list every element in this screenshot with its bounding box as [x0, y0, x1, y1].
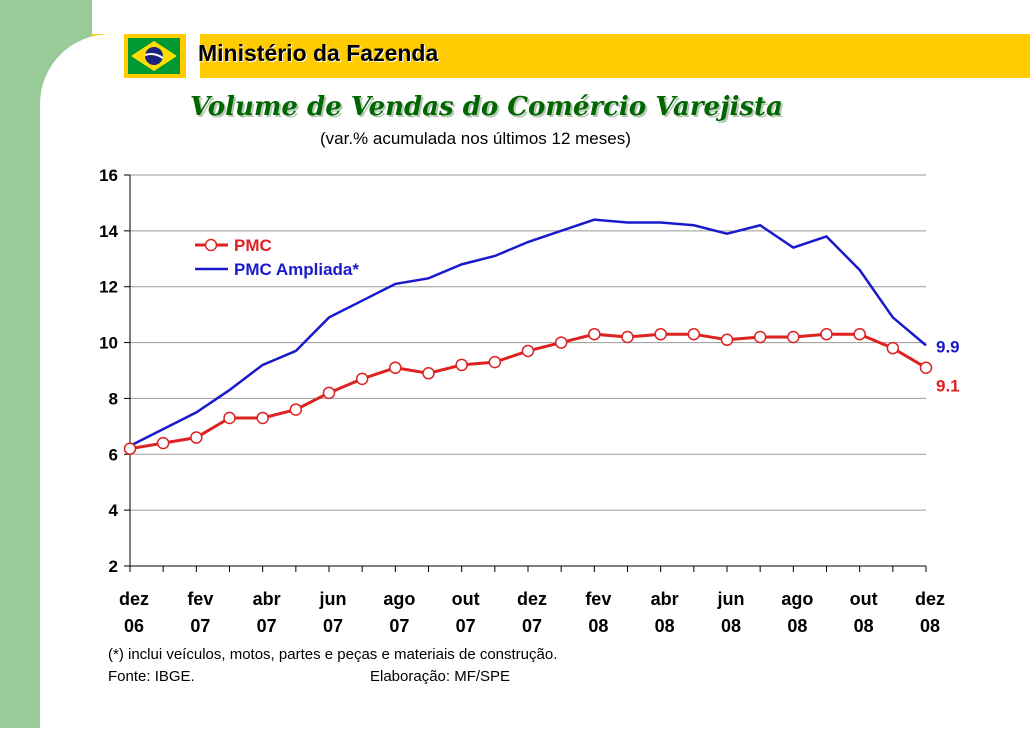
x-tick-label-year: 08 [920, 616, 940, 636]
x-tick-label-month: abr [651, 589, 679, 609]
data-point [389, 361, 402, 374]
y-tick-label: 4 [109, 501, 119, 520]
x-tick-label-month: out [452, 589, 480, 609]
data-point [621, 330, 634, 344]
data-point [753, 330, 767, 344]
footnote: (*) inclui veículos, motos, partes e peç… [108, 646, 558, 663]
end-value-label: 9.1 [936, 377, 960, 396]
x-tick-label-year: 08 [787, 616, 807, 636]
data-point [787, 330, 800, 344]
x-tick-label-month: out [850, 589, 878, 609]
brazil-flag-logo [124, 34, 186, 78]
x-tick-label-month: dez [915, 589, 945, 609]
y-tick-label: 10 [99, 334, 118, 353]
x-tick-label-month: ago [781, 589, 813, 609]
data-point [687, 327, 701, 341]
x-tick-label-year: 07 [190, 616, 210, 636]
data-point [455, 358, 468, 372]
data-point [720, 333, 734, 347]
data-point [355, 372, 369, 386]
x-tick-label-month: fev [187, 589, 213, 609]
x-tick-label-year: 07 [389, 616, 409, 636]
x-tick-label-month: ago [383, 589, 415, 609]
x-tick-label-month: dez [119, 589, 149, 609]
y-tick-label: 12 [99, 278, 118, 297]
x-tick-label-year: 08 [588, 616, 608, 636]
data-point [422, 367, 435, 380]
end-value-label: 9.9 [936, 337, 960, 356]
data-point [190, 431, 203, 444]
data-point [554, 336, 568, 349]
series-line-1 [129, 218, 927, 448]
data-point [488, 355, 502, 369]
data-point [322, 386, 336, 400]
credit-note: Elaboração: MF/SPE [370, 668, 511, 685]
data-point [588, 327, 601, 341]
page-number: 20 [56, 668, 77, 688]
y-tick-label: 14 [99, 222, 118, 241]
chart-title: Volume de Vendas do Comércio Varejista [190, 92, 783, 122]
page-curve [40, 34, 200, 754]
x-tick-label-month: abr [253, 589, 281, 609]
data-point [156, 436, 170, 450]
y-tick-label: 2 [109, 557, 118, 576]
data-point [256, 411, 269, 425]
legend-marker [204, 238, 218, 252]
x-tick-label-month: dez [517, 589, 547, 609]
x-tick-label-month: jun [717, 589, 745, 609]
chart-subtitle: (var.% acumulada nos últimos 12 meses) [320, 129, 631, 148]
data-point [820, 327, 833, 341]
data-point [654, 327, 667, 341]
data-point [223, 411, 236, 425]
y-tick-label: 6 [109, 445, 118, 464]
data-point [853, 327, 866, 341]
x-tick-label-year: 08 [854, 616, 874, 636]
x-tick-label-year: 07 [456, 616, 476, 636]
x-tick-label-year: 07 [522, 616, 542, 636]
ministry-name: Ministério da Fazenda [198, 40, 439, 66]
header-band [92, 34, 1030, 78]
data-point [886, 341, 900, 355]
x-tick-label-year: 08 [721, 616, 741, 636]
legend-label: PMC Ampliada* [234, 260, 359, 279]
data-point [521, 344, 535, 358]
x-tick-label-year: 07 [257, 616, 277, 636]
x-tick-label-year: 06 [124, 616, 144, 636]
line-chart: 2 4 6 8 10 12 14 16 dez 06 fev 07 abr 07 jun 07 ago 07 out… [99, 166, 960, 636]
x-tick-label-month: jun [319, 589, 347, 609]
y-tick-label: 16 [99, 166, 118, 185]
x-tick-label-month: fev [585, 589, 611, 609]
data-point [919, 361, 933, 374]
data-point [123, 442, 137, 455]
x-tick-label-year: 08 [655, 616, 675, 636]
y-tick-label: 8 [109, 389, 118, 408]
data-point [289, 403, 303, 416]
legend-label: PMC [234, 236, 272, 255]
x-tick-label-year: 07 [323, 616, 343, 636]
source-note: Fonte: IBGE. [108, 668, 195, 685]
